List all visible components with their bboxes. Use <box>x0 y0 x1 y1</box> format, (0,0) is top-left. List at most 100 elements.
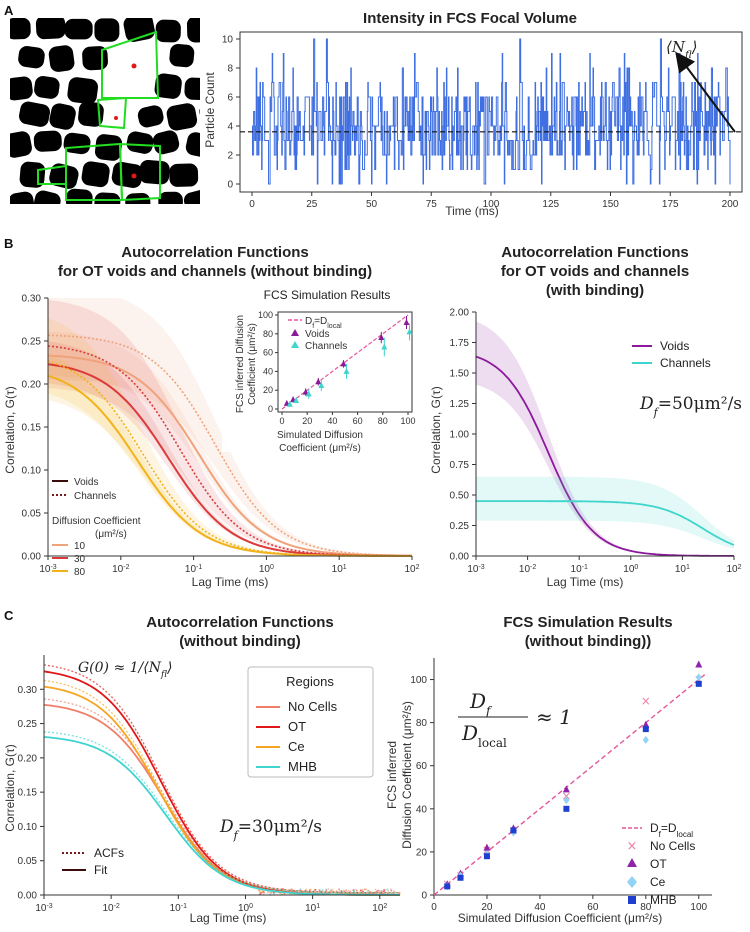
cell-blob <box>34 76 60 99</box>
panel-label-b: B <box>4 236 13 251</box>
sim-c-point-ce <box>695 673 702 682</box>
sim-c-point-ot <box>562 785 570 793</box>
svg-text:×: × <box>627 839 638 854</box>
acf-b-y-tick-label: 0.30 <box>22 294 42 305</box>
acf-c-x-tick-label: 10-3 <box>35 903 52 915</box>
legend-no-cells: No Cells <box>288 699 338 714</box>
acf-noise-dot <box>387 889 390 892</box>
roi-box <box>101 30 160 99</box>
inset-x-tick-label: 80 <box>378 416 388 426</box>
acf-noise-dot <box>367 889 370 892</box>
acf-br-legend: Voids Channels <box>632 339 711 370</box>
acf-b-x-tick-label: 10-3 <box>39 564 56 576</box>
acf-noise-dot <box>266 892 269 894</box>
acf-noise-dot <box>263 891 266 894</box>
cell-blob <box>78 101 104 127</box>
acf-b-x-tick-label: 10-2 <box>112 564 129 576</box>
acf-c-x-tick-label: 100 <box>238 903 253 915</box>
intensity-y-tick-label: 6 <box>227 93 233 104</box>
cell-blob <box>10 131 32 158</box>
simulation-inset-chart: FCS Simulation Results 0 20 40 60 80 100 0 20 40… <box>222 288 422 454</box>
intensity-x-tick-label: 175 <box>662 199 679 210</box>
acf-br-x-label: Lag Time (ms) <box>547 575 624 589</box>
sim-c-legend-ot: OT <box>650 857 667 871</box>
acf-noise-dot <box>347 889 350 892</box>
acf-noise-dot <box>270 891 273 894</box>
acf-b-style-legend: Voids Channels <box>52 477 116 502</box>
inset-point-channels <box>286 400 293 407</box>
acf-regions-chart: Autocorrelation Functions (without bindi… <box>3 614 401 925</box>
cell-blob <box>10 18 31 40</box>
inset-y-tick-label: 80 <box>263 329 273 339</box>
legend-d80: 80 <box>74 567 86 578</box>
intensity-x-tick-label: 0 <box>249 199 255 210</box>
inset-point-voids <box>378 334 385 341</box>
legend-br-channels: Channels <box>660 356 711 370</box>
inset-y-label-line2: Coefficient (μm²/s) <box>247 323 258 405</box>
acf-b-title-line1: Autocorrelation Functions <box>121 244 309 261</box>
acf-c-measured-mhb <box>43 731 400 894</box>
acf-c-x-tick-label: 10-1 <box>170 903 187 915</box>
acf-fit-legend: ACFs Fit <box>62 846 124 877</box>
inset-legend-channels: Channels <box>305 341 347 352</box>
cell-blob <box>19 101 50 127</box>
panel-label-c: C <box>4 608 14 623</box>
inset-point-voids <box>302 388 309 395</box>
acf-b-y-label: Correlation, G(τ) <box>3 386 17 473</box>
sim-c-y-tick-label: 20 <box>416 847 428 858</box>
inset-x-label-line1: Simulated Diffusion <box>277 430 363 441</box>
cell-blob <box>49 103 76 130</box>
cell-blob <box>139 159 170 185</box>
acf-noise-dot <box>322 888 324 891</box>
sim-c-point-mhb <box>457 874 464 881</box>
regions-legend-title: Regions <box>286 674 334 689</box>
acf-noise-dot <box>365 888 368 891</box>
sim-c-legend-ce: Ce <box>650 875 666 889</box>
acf-noise-dot <box>261 891 264 894</box>
g0-annotation: G(0) ≈ 1/⟨Nfl⟩ <box>78 660 172 680</box>
cell-blob <box>158 191 183 204</box>
acf-br-y-tick-label: 1.00 <box>450 430 470 441</box>
intensity-x-label: Time (ms) <box>445 204 499 218</box>
sim-c-point-ce <box>563 796 570 805</box>
ratio-approx: ≈ 1 <box>536 705 572 729</box>
acf-band-30-voids <box>48 341 412 556</box>
sim-c-reference-line <box>433 672 708 896</box>
acf-noise-dot <box>259 890 261 893</box>
cell-blob <box>202 163 227 186</box>
cell-blob <box>63 132 91 155</box>
acf-ot-no-binding-chart: Autocorrelation Functions for OT voids a… <box>3 244 420 589</box>
acf-b-y-tick-label: 0.00 <box>22 552 42 563</box>
acf-b-diffusion-legend: Diffusion Coefficient (μm²/s) 10 30 80 <box>52 516 141 578</box>
cell-blob <box>35 18 66 40</box>
legend-ce: Ce <box>288 739 305 754</box>
inset-y-tick-label: 100 <box>258 310 273 320</box>
intensity-y-tick-label: 0 <box>227 180 233 191</box>
acf-c-y-label: Correlation, G(τ) <box>3 744 17 831</box>
acf-br-title-line2: for OT voids and channels <box>501 263 689 280</box>
acf-noise-dot <box>359 889 362 892</box>
cell-blob <box>166 103 198 131</box>
acf-br-y-tick-label: 0.00 <box>450 552 470 563</box>
inset-legend-voids: Voids <box>305 329 329 340</box>
intensity-y-tick-label: 4 <box>227 122 233 133</box>
cell-blob <box>183 189 200 204</box>
sim-c-point-mhb <box>642 726 649 733</box>
intensity-y-tick-label: 2 <box>227 151 233 162</box>
inset-title: FCS Simulation Results <box>264 288 391 302</box>
inset-y-tick-label: 40 <box>263 366 273 376</box>
tissue-segmentation-image <box>10 18 227 204</box>
intensity-x-tick-label: 25 <box>306 199 318 210</box>
intensity-x-tick-label: 100 <box>483 199 500 210</box>
acf-br-y-tick-label: 0.75 <box>450 460 470 471</box>
acf-ot-binding-chart: Autocorrelation Functions for OT voids a… <box>429 244 742 589</box>
inset-legend-reference: Df=Dlocal <box>305 316 342 330</box>
acf-noise-dot <box>308 889 311 892</box>
cell-blob <box>33 130 62 152</box>
acf-noise-dot <box>356 890 358 892</box>
cell-blob <box>10 76 33 101</box>
acf-noise-dot <box>375 890 378 893</box>
acf-band-10-channels <box>48 298 412 556</box>
simulation-results-chart: FCS Simulation Results (without binding)… <box>385 614 712 925</box>
sim-c-point-ce <box>642 735 649 744</box>
